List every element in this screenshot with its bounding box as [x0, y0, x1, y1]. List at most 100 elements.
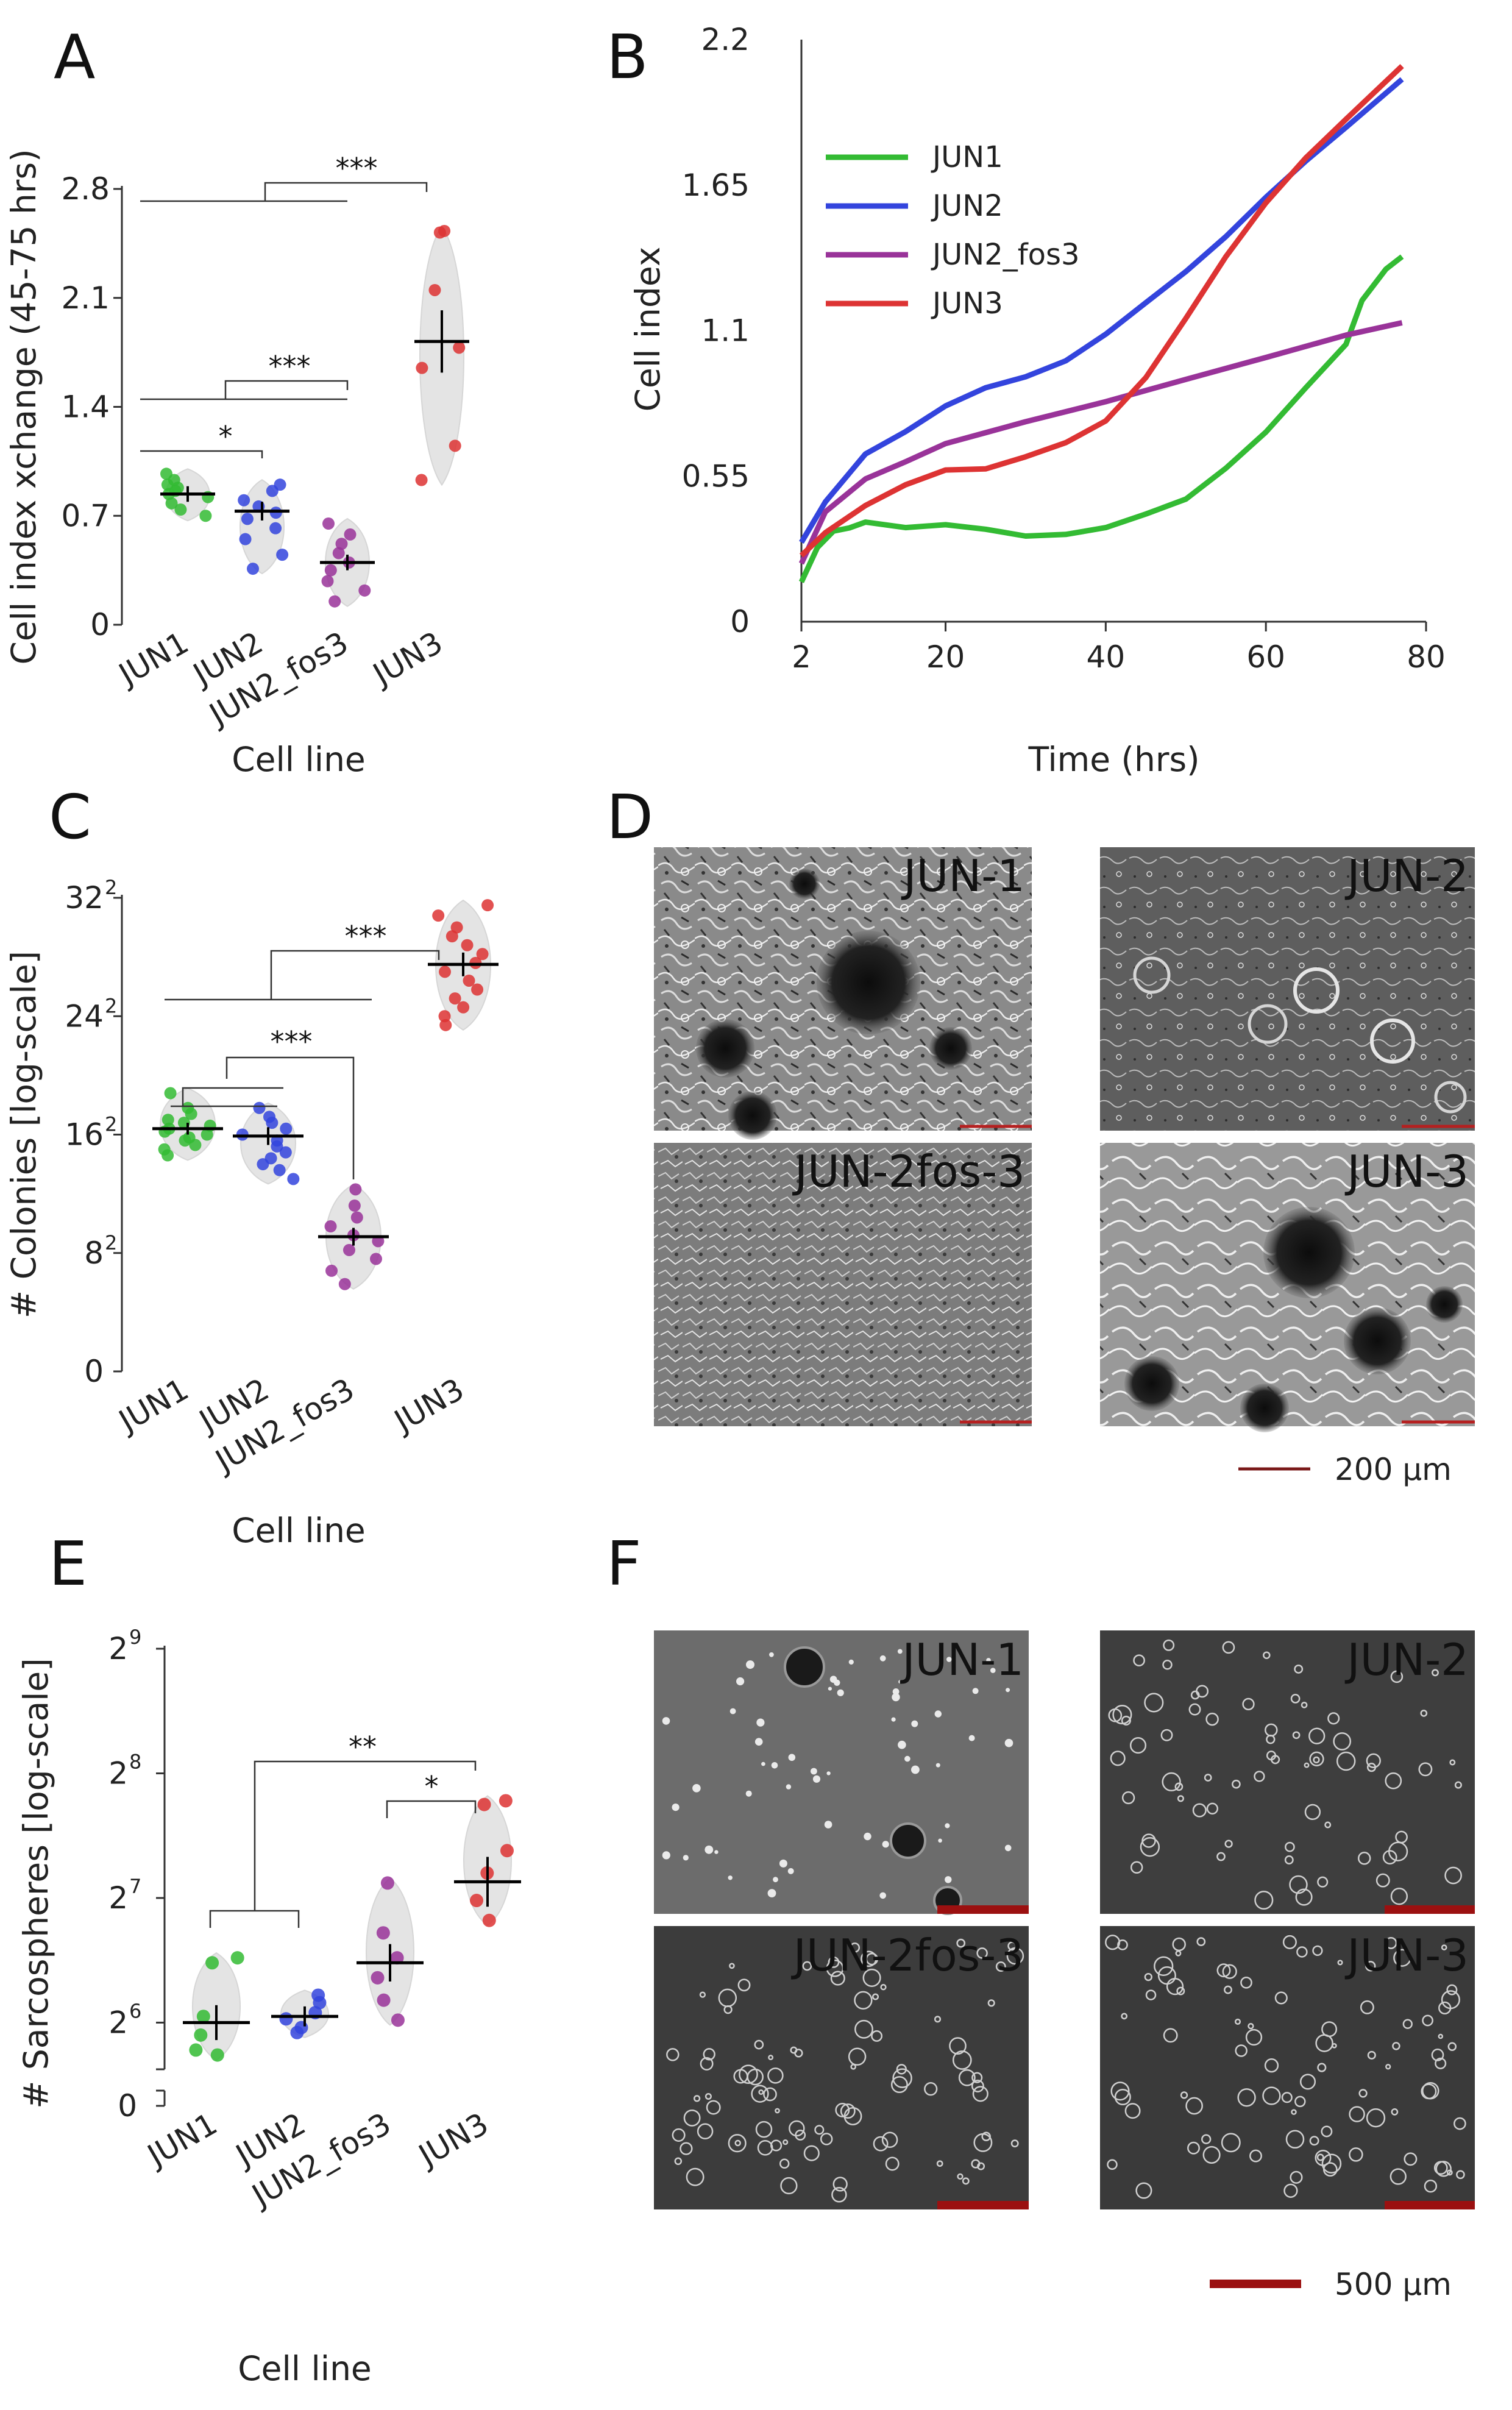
- panel-e-chart: 02 62 72 82 9# Sarcospheres [log-scale]JUN1 J…: [16, 1626, 521, 2388]
- sphere-speck: [1453, 2117, 1466, 2130]
- data-point: [269, 522, 282, 535]
- sphere-speck: [1222, 1641, 1235, 1654]
- sphere-speck: [692, 1784, 701, 1793]
- sphere-speck: [1304, 1804, 1321, 1821]
- sphere-speck: [831, 2187, 847, 2203]
- data-point: [481, 899, 494, 912]
- data-point: [391, 2013, 405, 2027]
- sphere-speck: [1296, 1946, 1308, 1958]
- sphere-speck: [885, 2156, 900, 2171]
- sphere-speck: [1422, 2014, 1433, 2027]
- sphere-speck: [1135, 2182, 1152, 2199]
- y-tick-label: 0: [730, 604, 750, 639]
- data-point: [335, 538, 348, 550]
- data-point: [350, 1211, 363, 1224]
- sphere-speck: [1281, 2092, 1293, 2103]
- micrograph-f-label: JUN-2fos-3: [791, 1930, 1024, 1981]
- sphere-speck: [946, 1657, 952, 1662]
- sphere-speck: [1327, 1712, 1340, 1725]
- data-point: [257, 1158, 269, 1171]
- data-point: [276, 549, 289, 561]
- sphere-speck: [754, 1738, 763, 1746]
- sphere-speck: [803, 2145, 820, 2161]
- sphere-speck: [1140, 1837, 1160, 1857]
- data-point: [196, 2010, 210, 2024]
- sphere-speck: [1176, 1986, 1185, 1996]
- data-point: [471, 983, 484, 996]
- data-point: [376, 1926, 390, 1940]
- sphere-speck: [938, 1838, 942, 1843]
- sphere-speck: [672, 1804, 680, 1811]
- sphere-speck: [880, 1984, 887, 1991]
- sphere-speck: [1393, 1949, 1411, 1967]
- sphere-speck: [1418, 1762, 1433, 1777]
- sphere-speck: [971, 2159, 981, 2169]
- sphere-speck: [1308, 1727, 1326, 1744]
- data-point: [338, 1278, 351, 1290]
- sphere-speck: [1433, 2161, 1448, 2175]
- sphere-speck: [1313, 1756, 1320, 1764]
- sphere-speck: [1385, 1936, 1397, 1949]
- sphere-speck: [824, 1821, 832, 1829]
- y-tick-exponent: 9: [129, 1626, 141, 1649]
- sphere-speck: [995, 1961, 1006, 1972]
- sphere-speck: [1283, 2183, 1298, 2198]
- data-point: [185, 1107, 197, 1120]
- sphere-speck: [1432, 1669, 1439, 1677]
- data-point: [439, 1018, 452, 1031]
- data-point: [500, 1844, 514, 1858]
- sphere-speck: [703, 2048, 715, 2061]
- sphere-speck: [1292, 1731, 1301, 1740]
- data-point: [371, 1971, 385, 1985]
- sphere-speck: [854, 1991, 873, 2010]
- sphere-speck: [705, 2092, 712, 2100]
- sphere-speck: [1294, 2095, 1306, 2108]
- sphere-speck: [972, 2086, 988, 2102]
- sphere-speck: [1309, 2136, 1319, 2146]
- sphere-speck: [1360, 2000, 1374, 2014]
- sphere-speck: [958, 2069, 976, 2086]
- data-point: [324, 564, 337, 577]
- y-tick-label: 2: [108, 1631, 128, 1666]
- panel-label-a: A: [54, 21, 95, 93]
- sphere-speck: [1349, 2147, 1363, 2162]
- micrograph-d-jun2: JUN-2: [1100, 847, 1475, 1131]
- y-tick-exponent: 2: [105, 1231, 117, 1254]
- sphere-speck: [871, 2030, 883, 2042]
- x-tick-label: 60: [1246, 639, 1285, 675]
- sphere-speck: [1245, 2028, 1263, 2046]
- data-point: [332, 547, 345, 560]
- sphere-speck: [1284, 1855, 1294, 1864]
- y-axis-label: # Sarcospheres [log-scale]: [16, 1658, 55, 2108]
- sphere-speck: [1375, 1873, 1390, 1888]
- sphere-speck: [728, 1875, 733, 1880]
- y-tick-label: 1.65: [682, 168, 750, 203]
- sphere-speck: [976, 1947, 988, 1959]
- sphere-speck: [890, 2076, 908, 2094]
- sphere-speck: [1447, 2042, 1457, 2051]
- sphere-speck: [1446, 2169, 1453, 2176]
- sphere-speck: [1174, 1782, 1184, 1791]
- sig-label: **: [349, 1730, 377, 1763]
- sphere-speck: [1301, 1701, 1308, 1708]
- sphere-speck: [697, 2123, 714, 2140]
- sphere-speck: [1385, 1772, 1402, 1790]
- data-point: [324, 1220, 337, 1233]
- sphere-speck: [1454, 1781, 1462, 1789]
- sphere-speck: [898, 1740, 906, 1749]
- sphere-speck: [840, 2103, 856, 2119]
- x-axis-label: Cell line: [232, 1511, 366, 1550]
- y-tick-label: 2: [108, 1755, 128, 1791]
- sphere-speck: [761, 1761, 765, 1766]
- sphere-speck: [746, 1660, 754, 1669]
- sig-label: *: [425, 1770, 439, 1803]
- micrograph-f-label: JUN-3: [1344, 1930, 1469, 1981]
- panel-label-e: E: [49, 1528, 87, 1599]
- sphere-speck: [1177, 1795, 1184, 1802]
- data-point: [445, 930, 458, 943]
- y-tick-label: 24: [65, 998, 104, 1034]
- micrograph-f-label: JUN-1: [900, 1634, 1024, 1685]
- y-tick-label: 0: [90, 607, 110, 642]
- sig-label: ***: [336, 152, 378, 185]
- data-point: [322, 517, 335, 530]
